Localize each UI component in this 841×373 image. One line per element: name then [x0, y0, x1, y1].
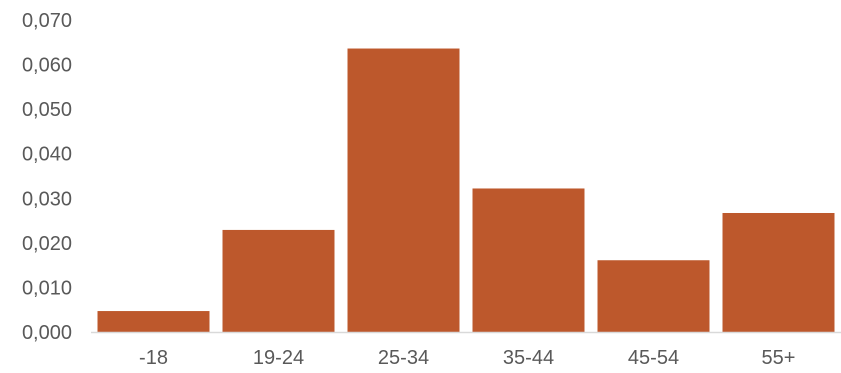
y-tick-label: 0,050	[22, 99, 72, 121]
bar-45-54	[597, 260, 710, 332]
x-tick-label: 25-34	[378, 347, 429, 369]
bars	[97, 48, 835, 332]
y-tick-label: 0,040	[22, 144, 72, 166]
x-tick-label: 19-24	[253, 347, 304, 369]
bar-35-44	[472, 188, 585, 332]
x-tick-label: -18	[139, 347, 168, 369]
y-tick-label: 0,060	[22, 55, 72, 77]
bar-19-24	[222, 229, 335, 332]
x-tick-label: 45-54	[628, 347, 679, 369]
bar--18	[97, 311, 210, 332]
y-tick-label: 0,020	[22, 233, 72, 255]
x-tick-label: 35-44	[503, 347, 554, 369]
y-tick-label: 0,000	[22, 322, 72, 344]
x-axis: -18 19-24 25-34 35-44 45-54 55+	[139, 347, 795, 369]
bar-25-34	[347, 48, 460, 332]
y-axis: 0,000 0,010 0,020 0,030 0,040 0,050 0,060 0,070	[22, 10, 72, 344]
bar-55+	[722, 212, 835, 332]
y-tick-label: 0,070	[22, 10, 72, 32]
y-tick-label: 0,010	[22, 277, 72, 299]
y-tick-label: 0,030	[22, 188, 72, 210]
x-tick-label: 55+	[762, 347, 796, 369]
